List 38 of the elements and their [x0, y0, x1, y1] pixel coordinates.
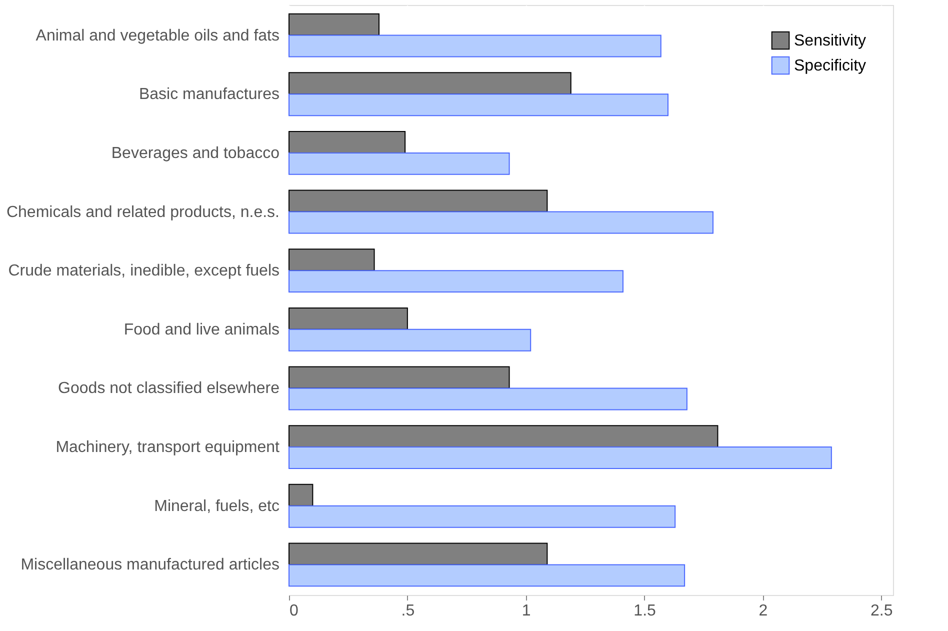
y-tick-label: Food and live animals — [124, 321, 280, 338]
x-tick-label: .5 — [401, 602, 415, 620]
y-tick-label: Chemicals and related products, n.e.s. — [6, 204, 280, 221]
bar — [288, 425, 718, 448]
bar — [288, 13, 380, 36]
y-tick-label: Crude materials, inedible, except fuels — [8, 262, 280, 280]
bar — [288, 190, 548, 212]
y-tick-label: Machinery, transport equipment — [56, 439, 280, 456]
bar — [288, 94, 668, 116]
x-tick-label: 0 — [290, 602, 298, 620]
bar — [288, 152, 510, 175]
bar — [288, 505, 676, 528]
y-tick-label: Mineral, fuels, etc — [154, 498, 280, 515]
x-tick-label: 1 — [522, 602, 531, 620]
bar — [288, 248, 375, 272]
bar — [288, 307, 408, 330]
legend-label: Sensitivity — [794, 32, 866, 50]
bar — [288, 211, 714, 234]
bar — [288, 130, 406, 154]
bar — [288, 328, 532, 352]
y-tick-label: Basic manufactures — [138, 86, 280, 104]
bar — [288, 34, 662, 58]
bar — [288, 72, 572, 95]
bar — [288, 446, 832, 470]
bar — [288, 388, 688, 410]
legend-label: Specificity — [794, 58, 866, 74]
bar — [288, 270, 624, 293]
x-tick-label: 1.5 — [634, 602, 656, 620]
bar — [288, 366, 510, 389]
y-tick-label: Miscellaneous manufactured articles — [20, 556, 280, 574]
bar — [288, 564, 686, 587]
x-tick-label: 2.5 — [870, 602, 893, 620]
y-tick-label: Beverages and tobacco — [111, 144, 280, 162]
y-tick-label: Animal and vegetable oils and fats — [36, 27, 280, 44]
bar — [288, 542, 548, 566]
bar — [288, 484, 314, 506]
y-tick-label: Goods not classified elsewhere — [58, 380, 280, 398]
x-tick-label: 2 — [758, 602, 768, 620]
